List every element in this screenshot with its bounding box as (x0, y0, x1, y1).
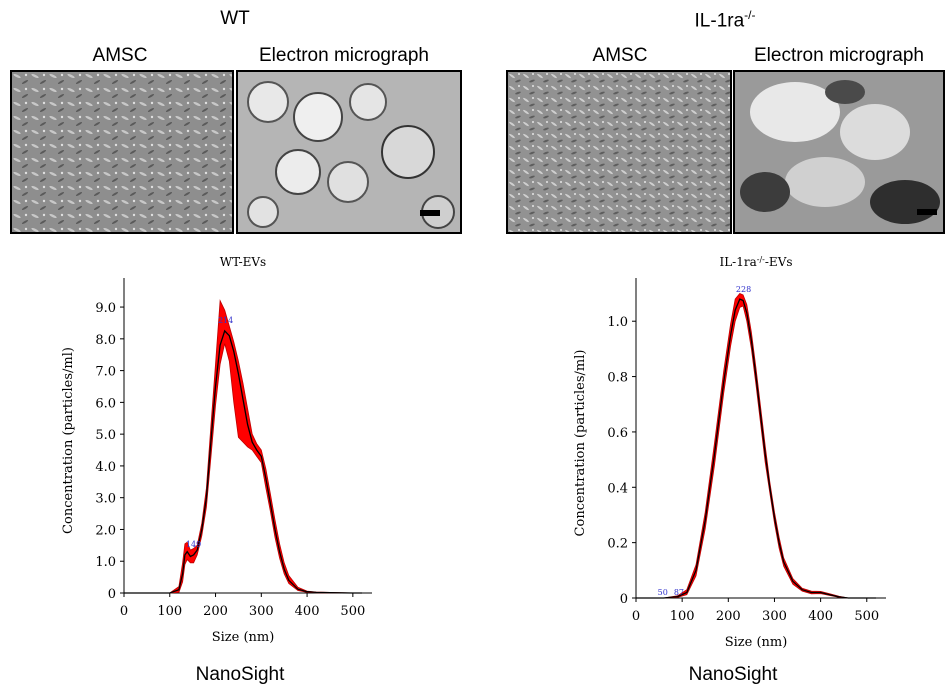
footer-nanosight-wt: NanoSight (195, 664, 285, 685)
label-em-il1ra: Electron micrograph (753, 45, 925, 66)
y-tick-label: 0.2 (607, 537, 628, 552)
y-tick-label: 4.0 (95, 460, 116, 475)
em-image-wt (236, 70, 462, 234)
x-tick-label: 100 (670, 609, 695, 624)
mean-line (124, 329, 362, 594)
x-tick-label: 300 (762, 609, 787, 624)
y-tick-label: 3.0 (95, 492, 116, 507)
x-tick-label: 100 (157, 604, 182, 619)
x-tick-label: 200 (203, 604, 228, 619)
x-tick-label: 300 (249, 604, 274, 619)
footer-nanosight-il1ra: NanoSight (688, 664, 778, 685)
error-band (124, 299, 362, 594)
mean-line (636, 298, 876, 599)
x-tick-label: 500 (854, 609, 879, 624)
peak-label: 228 (736, 285, 751, 294)
y-tick-label: 2.0 (95, 523, 116, 538)
label-amsc-il1ra: AMSC (592, 45, 648, 66)
chart-il1ra-evs: IL-1ra-/--EVs 0 100 200 300 400 500 0 0.2 0.4 0.6 0… (573, 255, 886, 650)
y-tick-label: 0.4 (607, 481, 628, 496)
peak-label: 214 (218, 316, 233, 325)
amsc-texture-wt (12, 72, 232, 232)
y-axis-label: Concentration (particles/ml) (61, 347, 76, 534)
y-tick-label: 0.6 (607, 426, 628, 441)
amsc-image-wt (10, 70, 234, 234)
amsc-texture-il1ra (508, 72, 730, 232)
chart-title: IL-1ra-/--EVs (719, 255, 792, 270)
x-tick-label: 400 (295, 604, 320, 619)
y-tick-label: 0.8 (607, 371, 628, 386)
label-amsc-wt: AMSC (92, 45, 148, 66)
amsc-image-il1ra (506, 70, 732, 234)
chart-title-sup: -/- (757, 255, 765, 264)
y-tick-label: 6.0 (95, 396, 116, 411)
peak-label: 149 (186, 540, 201, 549)
y-tick-label: 8.0 (95, 333, 116, 348)
y-tick-label: 7.0 (95, 365, 116, 380)
chart-title-suffix: -EVs (765, 255, 793, 269)
y-tick-label: 1.0 (607, 315, 628, 330)
x-tick-label: 200 (716, 609, 741, 624)
y-tick-label: 0 (620, 592, 628, 607)
em-texture-il1ra (735, 72, 943, 232)
x-axis-label: Size (nm) (725, 635, 788, 650)
x-tick-label: 0 (120, 604, 128, 619)
error-band (636, 293, 876, 599)
x-axis-label: Size (nm) (212, 630, 275, 645)
em-texture-wt (238, 72, 460, 232)
em-image-il1ra (733, 70, 945, 234)
y-tick-label: 1.0 (95, 555, 116, 570)
peak-label: 50 (658, 588, 668, 597)
panel-title-il1ra-text: IL-1ra (694, 10, 745, 32)
y-tick-label: 9.0 (95, 301, 116, 316)
peak-label: 87 (674, 588, 684, 597)
panel-title-il1ra: IL-1ra-/- (670, 8, 780, 32)
y-tick-label: 5.0 (95, 428, 116, 443)
x-tick-label: 400 (808, 609, 833, 624)
chart-wt-evs: WT-EVs 0 100 200 300 400 500 0 1.0 2.0 3.0 4.0 5.0 6.… (61, 255, 372, 645)
chart-title: WT-EVs (220, 255, 266, 269)
y-axis-label: Concentration (particles/ml) (573, 350, 588, 537)
x-tick-label: 500 (340, 604, 365, 619)
panel-title-il1ra-sup: -/- (744, 8, 756, 22)
y-tick-label: 0 (108, 587, 116, 602)
label-em-wt: Electron micrograph (258, 45, 430, 66)
panel-title-wt: WT (220, 8, 250, 29)
x-tick-label: 0 (632, 609, 640, 624)
